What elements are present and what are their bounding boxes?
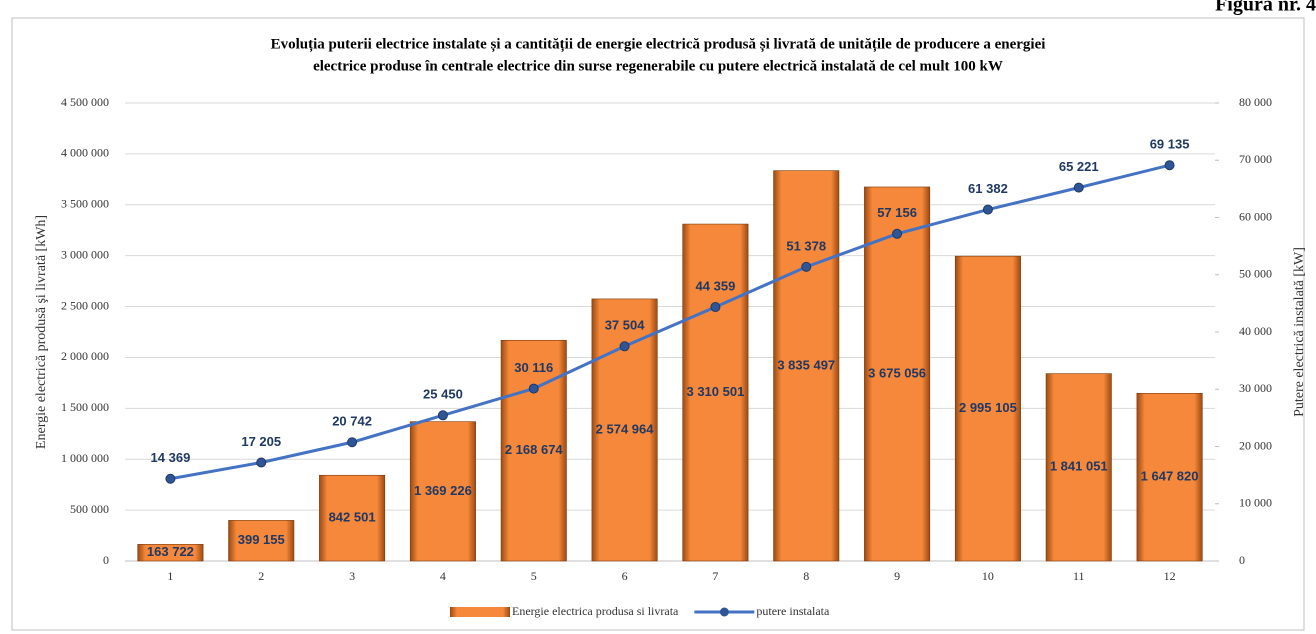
line-marker (528, 383, 539, 394)
bar-value-label: 3 675 056 (868, 365, 926, 380)
chart-title: Evoluția puterii electrice instalate și … (271, 36, 1046, 52)
bar-value-label: 163 722 (147, 544, 194, 559)
x-tick-label: 1 (167, 569, 173, 583)
y2-tick-label: 50 000 (1239, 267, 1272, 281)
x-tick-label: 5 (531, 569, 537, 583)
bar-value-label: 2 168 674 (505, 442, 564, 457)
bar-value-label: 399 155 (238, 532, 285, 547)
line-value-label: 25 450 (423, 387, 463, 402)
bar-value-label: 2 574 964 (596, 421, 655, 436)
line-marker (256, 457, 267, 468)
y-tick-label: 2 500 000 (61, 298, 109, 312)
y2-tick-label: 70 000 (1239, 152, 1272, 166)
bar-value-label: 842 501 (329, 510, 376, 525)
y2-tick-label: 80 000 (1239, 95, 1272, 109)
line (170, 163, 1170, 481)
line-marker (347, 437, 358, 448)
page-label: Figura nr. 4 (1215, 0, 1316, 16)
y-tick-label: 1 500 000 (61, 400, 109, 414)
line-marker (1073, 182, 1084, 193)
line-value-label: 37 504 (605, 318, 646, 333)
line-marker (710, 302, 721, 313)
bar (137, 544, 204, 562)
x-tick-label: 7 (712, 569, 718, 583)
line-value-label: 14 369 (151, 450, 191, 465)
bar-value-label: 3 835 497 (777, 357, 835, 372)
y2-tick-label: 30 000 (1239, 381, 1272, 395)
bar-value-label: 1 369 226 (414, 483, 472, 498)
y-tick-label: 0 (103, 553, 109, 567)
legend-label: putere instalata (756, 604, 830, 618)
line-marker (165, 473, 176, 484)
line-marker (982, 204, 993, 215)
y-tick-label: 1 000 000 (61, 451, 109, 465)
y-tick-label: 4 000 000 (61, 146, 109, 160)
legend-swatch (450, 607, 510, 617)
y-tick-label: 2 000 000 (61, 349, 109, 363)
x-tick-label: 10 (982, 569, 994, 583)
line-marker (801, 261, 812, 272)
line-value-label: 61 382 (968, 181, 1008, 196)
line-value-label: 44 359 (696, 278, 736, 293)
bar (954, 255, 1021, 562)
x-tick-label: 2 (258, 569, 264, 583)
bar (1136, 392, 1203, 562)
bar (228, 520, 295, 562)
x-tick-label: 8 (803, 569, 809, 583)
x-tick-label: 6 (622, 569, 628, 583)
x-tick-label: 11 (1073, 569, 1085, 583)
y2-tick-label: 20 000 (1239, 438, 1272, 452)
y2-tick-label: 40 000 (1239, 324, 1272, 338)
bar-value-label: 1 647 820 (1141, 469, 1199, 484)
y-tick-label: 4 500 000 (61, 95, 109, 109)
line-value-label: 20 742 (332, 414, 372, 429)
y-tick-label: 3 500 000 (61, 197, 109, 211)
bar-value-label: 2 995 105 (959, 400, 1017, 415)
y2-tick-label: 10 000 (1239, 496, 1272, 510)
x-tick-label: 9 (894, 569, 900, 583)
line-value-label: 30 116 (514, 360, 553, 375)
line-value-label: 69 135 (1150, 137, 1190, 152)
legend-marker (719, 607, 729, 617)
chart-title: electrice produse în centrale electrice … (313, 58, 1003, 74)
bar (319, 474, 386, 562)
line-value-label: 17 205 (241, 434, 281, 449)
bar-value-label: 1 841 051 (1050, 459, 1108, 474)
y2-tick-label: 0 (1239, 553, 1245, 567)
x-tick-label: 3 (349, 569, 355, 583)
y-tick-label: 3 000 000 (61, 247, 109, 261)
line-marker (892, 228, 903, 239)
legend-label: Energie electrica produsa si livrata (512, 604, 679, 618)
line-value-label: 51 378 (786, 238, 826, 253)
bar-value-label: 3 310 501 (686, 384, 744, 399)
line-marker (619, 341, 630, 352)
bar (1045, 373, 1112, 562)
bar (682, 223, 749, 562)
line-value-label: 65 221 (1059, 159, 1099, 174)
line-marker (437, 410, 448, 421)
bar (864, 186, 931, 562)
line-value-label: 57 156 (877, 205, 917, 220)
x-tick-label: 12 (1164, 569, 1176, 583)
y2-tick-label: 60 000 (1239, 209, 1272, 223)
y-axis-label: Energie electrică produsă şi livrată [kW… (34, 215, 49, 449)
bar (409, 421, 476, 562)
y-tick-label: 500 000 (70, 502, 109, 516)
bar (773, 170, 840, 562)
y2-axis-label: Putere electrică instalată [kW] (1292, 247, 1307, 417)
x-tick-label: 4 (440, 569, 446, 583)
line-marker (1164, 160, 1175, 171)
